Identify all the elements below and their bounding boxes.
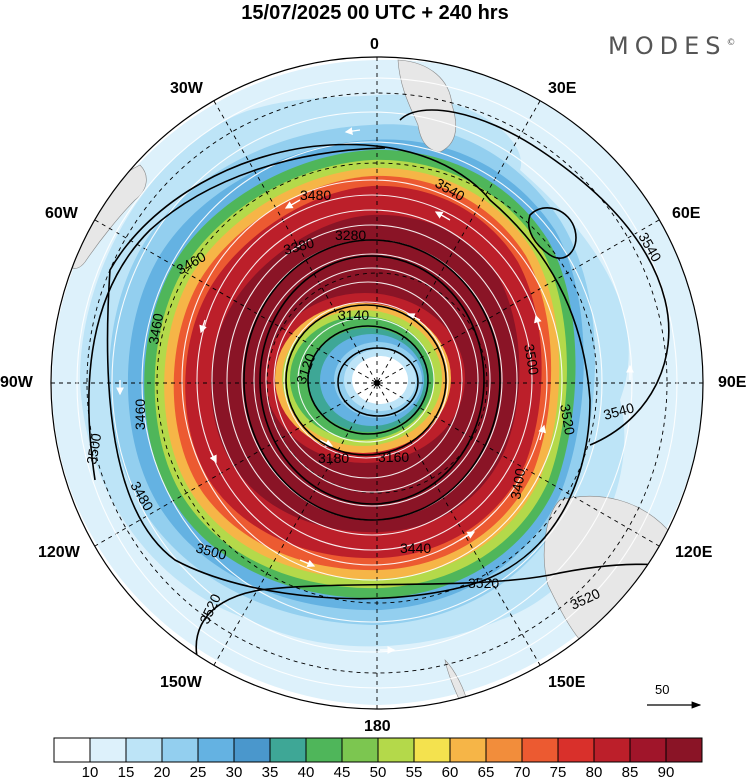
colorbar-cell [125, 737, 163, 763]
colorbar [53, 737, 703, 763]
contour-label: 3440 [400, 540, 431, 556]
contour-label: 3480 [300, 187, 331, 203]
colorbar-cell [557, 737, 595, 763]
contour-label: 3460 [132, 399, 148, 430]
map-body [51, 57, 703, 709]
contour-label: 3280 [335, 227, 366, 243]
contour-label: 3500 [521, 343, 542, 377]
colorbar-cell [485, 737, 523, 763]
colorbar-tick-label: 65 [477, 764, 495, 781]
contour-label: 3400 [507, 467, 528, 501]
contour-label: 3160 [378, 449, 409, 465]
lon-label-30e: 30E [548, 80, 577, 97]
reference-vector-label: 50 [655, 682, 670, 697]
colorbar-tick-label: 15 [117, 764, 135, 781]
colorbar-tick-label: 85 [621, 764, 639, 781]
colorbar-tick-label: 55 [405, 764, 423, 781]
colorbar-cell [341, 737, 379, 763]
inner-band-10 [352, 356, 408, 404]
colorbar-tick-label: 45 [333, 764, 351, 781]
colorbar-tick-label: 20 [153, 764, 171, 781]
colorbar-tick-label: 90 [657, 764, 675, 781]
contour-label: 3500 [194, 539, 228, 563]
colorbar-cell [53, 737, 91, 763]
lon-label-180: 180 [364, 718, 391, 735]
colorbar-cell [305, 737, 343, 763]
colorbar-cell [89, 737, 127, 763]
colorbar-cell [197, 737, 235, 763]
colorbar-tick-label: 25 [189, 764, 207, 781]
height-contours [88, 109, 703, 691]
colorbar-cell [233, 737, 271, 763]
contour-label: 3180 [318, 450, 349, 466]
colorbar-tick-label: 80 [585, 764, 603, 781]
map-title: 15/07/2025 00 UTC + 240 hrs [241, 2, 509, 24]
lon-label-30w: 30W [170, 80, 203, 97]
colorbar-tick-label: 35 [261, 764, 279, 781]
contour-labels: 3480 3540 3540 3460 3380 3280 3140 3120 … [83, 175, 665, 627]
colorbar-tick-label: 30 [225, 764, 243, 781]
colorbar-tick-label: 70 [513, 764, 531, 781]
colorbar-cell [413, 737, 451, 763]
contour-label: 3500 [83, 432, 104, 466]
colorbar-cell [629, 737, 667, 763]
colorbar-tick-label: 50 [369, 764, 387, 781]
brand-logo: MODES© [608, 32, 736, 60]
lon-label-90w: 90W [0, 374, 33, 391]
colorbar-cell [377, 737, 415, 763]
colorbar-cell [521, 737, 559, 763]
colorbar-cell [269, 737, 307, 763]
contour-label: 3520 [557, 403, 578, 437]
colorbar-tick-label: 40 [297, 764, 315, 781]
lon-label-150e: 150E [548, 674, 586, 691]
contour-label: 3520 [468, 575, 499, 591]
colorbar-tick-label: 10 [81, 764, 99, 781]
contour-label: 3140 [338, 307, 369, 323]
lon-label-150w: 150W [160, 674, 202, 691]
colorbar-tick-label: 60 [441, 764, 459, 781]
lon-label-120w: 120W [38, 544, 80, 561]
map-border [50, 56, 704, 710]
lon-label-120e: 120E [675, 544, 713, 561]
colorbar-cell [593, 737, 631, 763]
colorbar-cell [665, 737, 703, 763]
lon-label-60w: 60W [45, 205, 78, 222]
pole-dot [374, 380, 380, 386]
contour-label: 3460 [145, 312, 166, 346]
lon-label-0: 0 [370, 36, 379, 53]
colorbar-cell [161, 737, 199, 763]
africa-land [397, 59, 456, 153]
contour-label: 3380 [282, 234, 316, 258]
lon-label-60e: 60E [672, 205, 701, 222]
colorbar-tick-label: 75 [549, 764, 567, 781]
colorbar-cell [449, 737, 487, 763]
stream-arrows [116, 127, 634, 654]
graticule [51, 57, 703, 709]
contour-label: 3540 [602, 399, 636, 423]
lon-label-90e: 90E [718, 374, 747, 391]
